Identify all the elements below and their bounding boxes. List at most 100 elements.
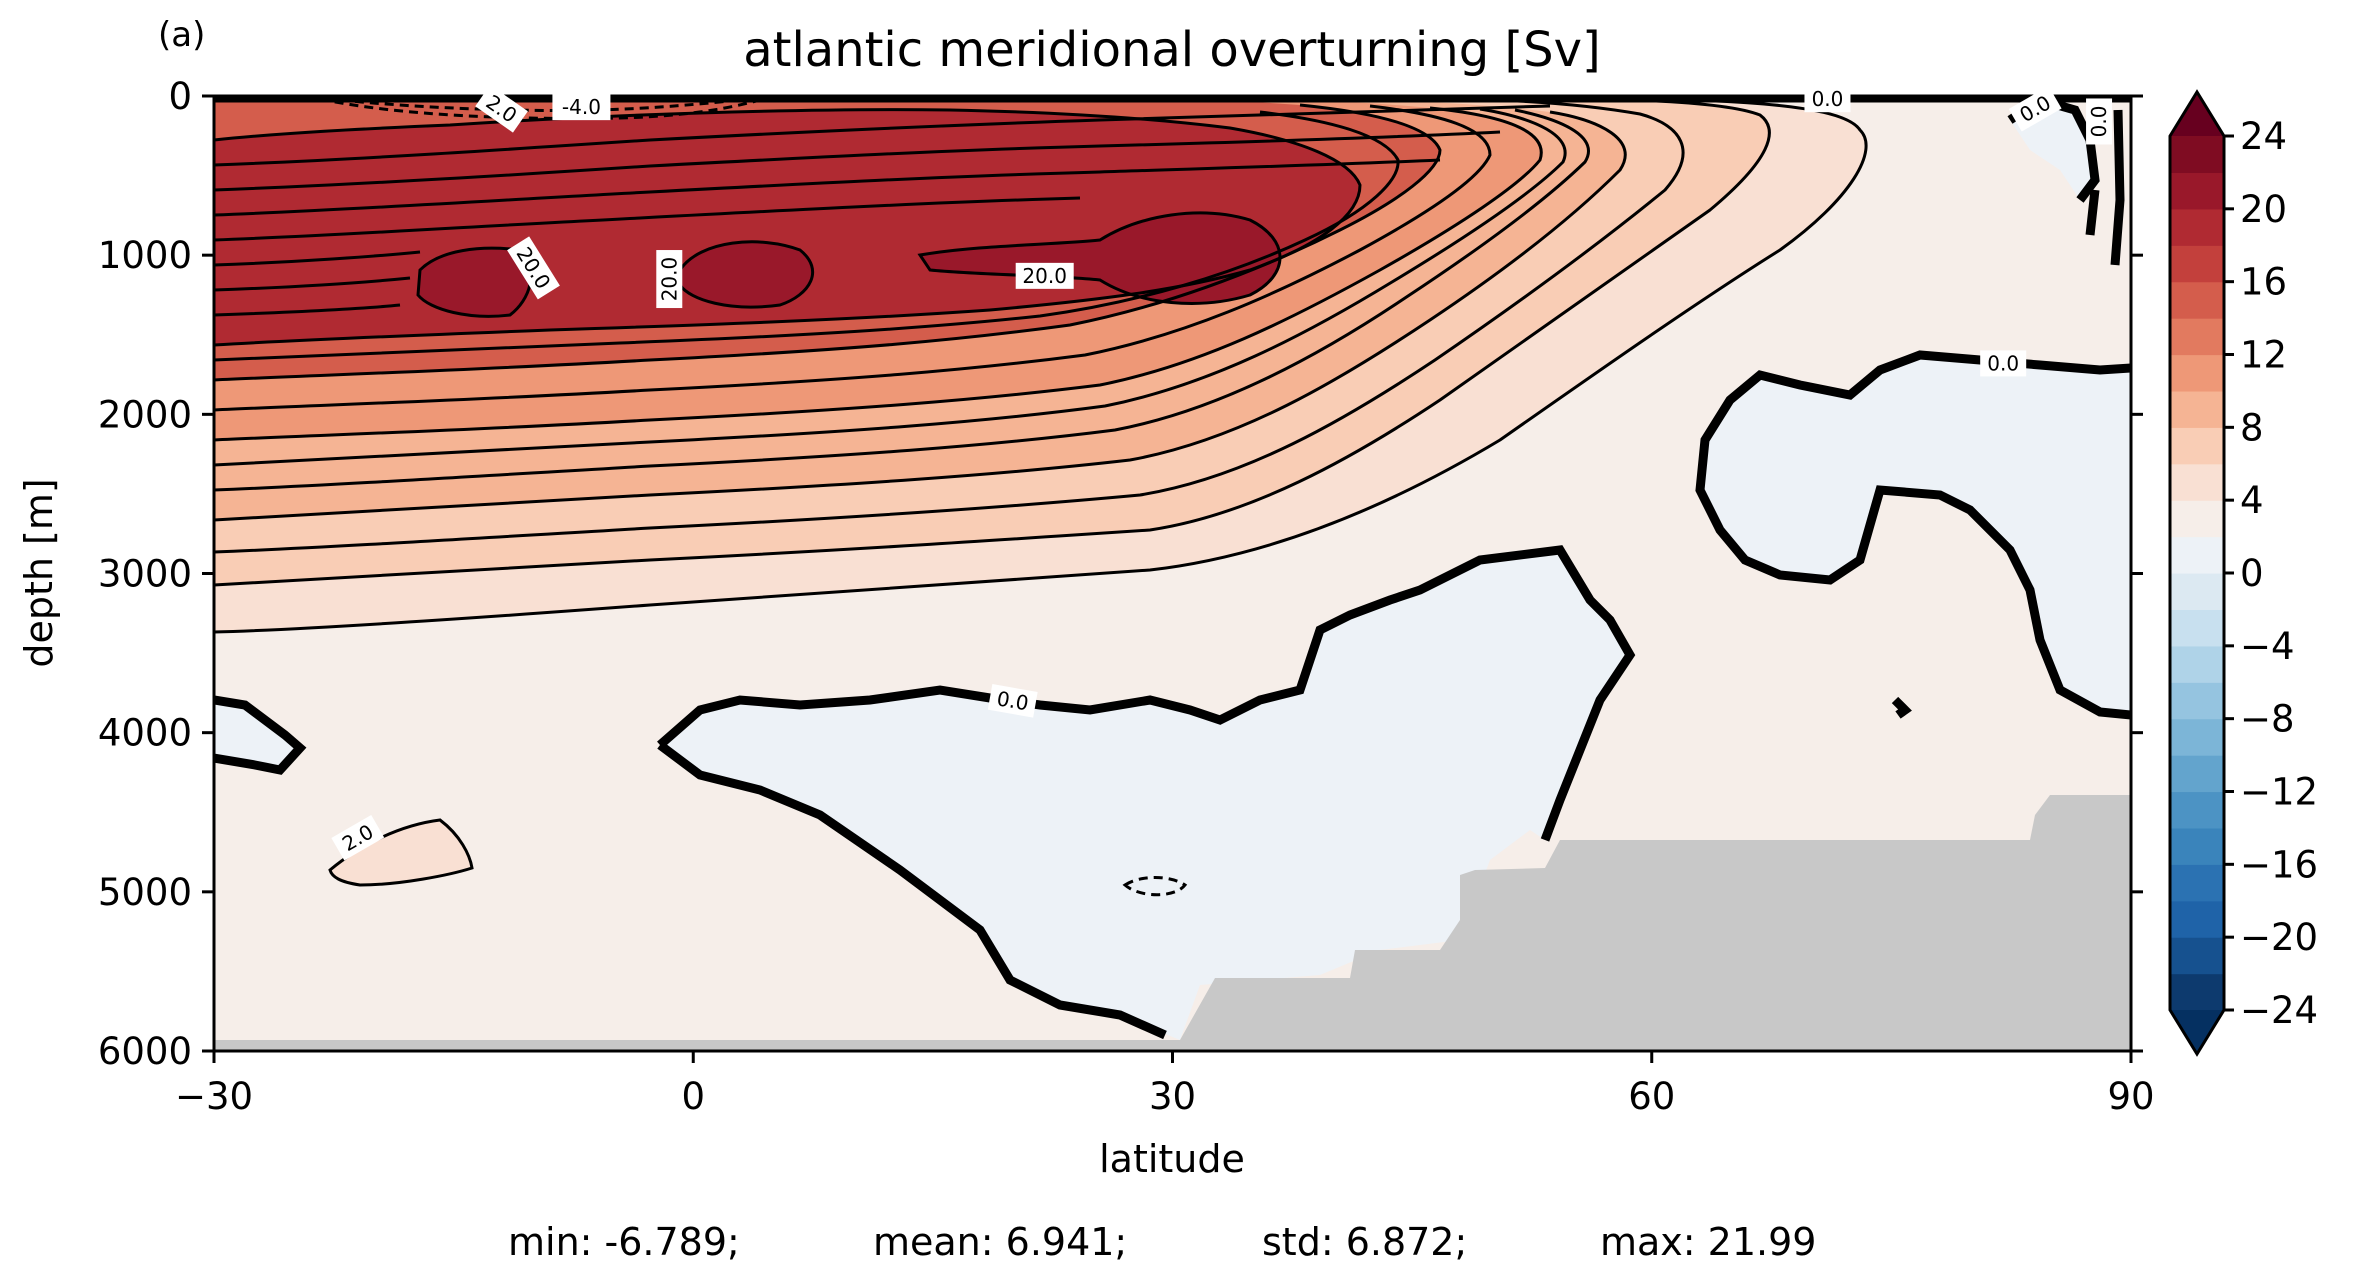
contour-line-neg4 [339, 98, 741, 113]
contour-line-4 [214, 96, 1771, 587]
contour-line-10 [214, 106, 1543, 442]
zero-contour-north [1695, 350, 2131, 720]
colorbar [2168, 89, 2226, 1057]
colorbar-ticks: 24 20 16 12 8 4 0 −4 −8 −12 −16 −20 −24 [2224, 115, 2318, 1032]
contour-line-surface-6 [214, 276, 411, 292]
contour-line-20b [678, 240, 814, 309]
contour-label-text: 0.0 [2087, 106, 2111, 138]
zero-contour-deep-lower [657, 741, 1167, 1040]
colorbar-band [2170, 937, 2224, 975]
zero-contour-south [214, 695, 307, 775]
colorbar-band [2170, 172, 2224, 210]
contour-line-surface-4 [214, 196, 1081, 242]
chart-title: atlantic meridional overturning [Sv] [743, 22, 1601, 78]
x-axis-label: latitude [1099, 1137, 1245, 1181]
contour-label-text: 0.0 [1987, 351, 2019, 375]
cell-core-3 [920, 212, 1280, 304]
colorbar-tick-label: 4 [2240, 479, 2264, 522]
contour-line-surface-mid [214, 130, 1501, 192]
overturning-field [214, 96, 2131, 1051]
contour-label: 0.0 [1980, 350, 2027, 377]
contour-line-14 [214, 103, 1442, 382]
colorbar-band [2170, 609, 2224, 647]
contour-line-16 [214, 110, 1400, 362]
contour-label-bg [1804, 86, 1851, 113]
stats-line: min: -6.789; mean: 6.941; std: 6.872; ma… [508, 1220, 1816, 1263]
contour-line-12 [214, 104, 1492, 412]
x-tick-label: 30 [1149, 1075, 1196, 1118]
colorbar-band [2170, 281, 2224, 319]
colorbar-tick-label: −4 [2240, 625, 2295, 668]
colorbar-band [2170, 718, 2224, 756]
contour-label-bg [331, 814, 385, 861]
zero-contour-deep [657, 545, 1636, 842]
contour-label-text: 20.0 [657, 257, 681, 302]
contour-label: 0.0 [2086, 98, 2113, 145]
contour-line-surface-5 [214, 250, 421, 267]
contour-label-bg [475, 84, 528, 133]
zero-contour-speck [1891, 696, 1912, 719]
colorbar-tick-label: 8 [2240, 406, 2264, 449]
contour-label-bg [1015, 262, 1074, 289]
colorbar-tick-label: −20 [2240, 916, 2318, 959]
colorbar-band [2170, 354, 2224, 392]
colorbar-tick-label: −16 [2240, 843, 2318, 886]
y-tick-label: 0 [168, 75, 192, 118]
contour-label: 2.0 [331, 814, 385, 861]
y-axis: 0 1000 2000 3000 4000 5000 6000 [98, 75, 2143, 1073]
colorbar-extend-max [2170, 92, 2224, 136]
colorbar-tick-label: 24 [2240, 115, 2287, 158]
contour-line-20a [416, 246, 533, 318]
colorbar-tick-label: 12 [2240, 334, 2287, 377]
y-tick-label: 2000 [98, 393, 192, 436]
negative-region-south [214, 700, 300, 770]
colorbar-band [2170, 427, 2224, 465]
contour-label: -4.0 [552, 94, 611, 121]
contour-label-bg [2086, 98, 2113, 145]
contour-label-bg [507, 236, 560, 300]
x-axis: −30 0 30 60 90 [175, 1051, 2155, 1118]
contour-line-2 [214, 96, 1868, 634]
colorbar-band [2170, 973, 2224, 1011]
colorbar-band [2170, 536, 2224, 574]
contour-line-6 [214, 110, 1627, 522]
colorbar-band [2170, 827, 2224, 865]
contour-label-bg [656, 250, 683, 309]
negative-region-north [1700, 355, 2131, 715]
colorbar-band [2170, 791, 2224, 829]
contour-line-south-2 [328, 818, 474, 887]
y-tick-label: 4000 [98, 712, 192, 755]
contour-label-text: -4.0 [562, 95, 601, 119]
contour-labels: -4.02.020.0 20.0 20.00.0 0.0 0.00.00.02.0 [331, 84, 2113, 861]
contour-line-surface-upper [214, 104, 1551, 167]
colorbar-band [2170, 573, 2224, 611]
panel-label: (a) [158, 15, 205, 55]
colorbar-band [2170, 682, 2224, 720]
contour-label: 20.0 [1015, 262, 1074, 289]
stat-max: max: 21.99 [1600, 1220, 1816, 1263]
negative-region-deep [660, 550, 1630, 1040]
colorbar-band [2170, 318, 2224, 356]
cell-core-1 [418, 248, 531, 317]
y-tick-label: 3000 [98, 553, 192, 596]
colorbar-tick-label: 16 [2240, 261, 2287, 304]
colorbar-tick-label: −8 [2240, 698, 2295, 741]
colorbar-tick-label: 0 [2240, 552, 2264, 595]
contour-line-neg-small [1122, 876, 1188, 897]
x-tick-label: 0 [681, 1075, 705, 1118]
contour-label-text: 20.0 [1022, 264, 1067, 288]
cell-core-2 [680, 241, 813, 308]
colorbar-band [2170, 136, 2224, 174]
contour-lines [214, 96, 1868, 897]
y-tick-label: 6000 [98, 1030, 192, 1073]
land-mask[interactable] [214, 795, 2131, 1051]
contour-line-8 [214, 107, 1567, 467]
contour-label-bg [1980, 350, 2027, 377]
colorbar-band [2170, 755, 2224, 793]
stat-min: min: -6.789; [508, 1220, 740, 1263]
x-tick-label: −30 [175, 1075, 253, 1118]
colorbar-tick-label: 20 [2240, 188, 2287, 231]
x-tick-label: 60 [1628, 1075, 1675, 1118]
contour-label-bg [2008, 85, 2062, 132]
